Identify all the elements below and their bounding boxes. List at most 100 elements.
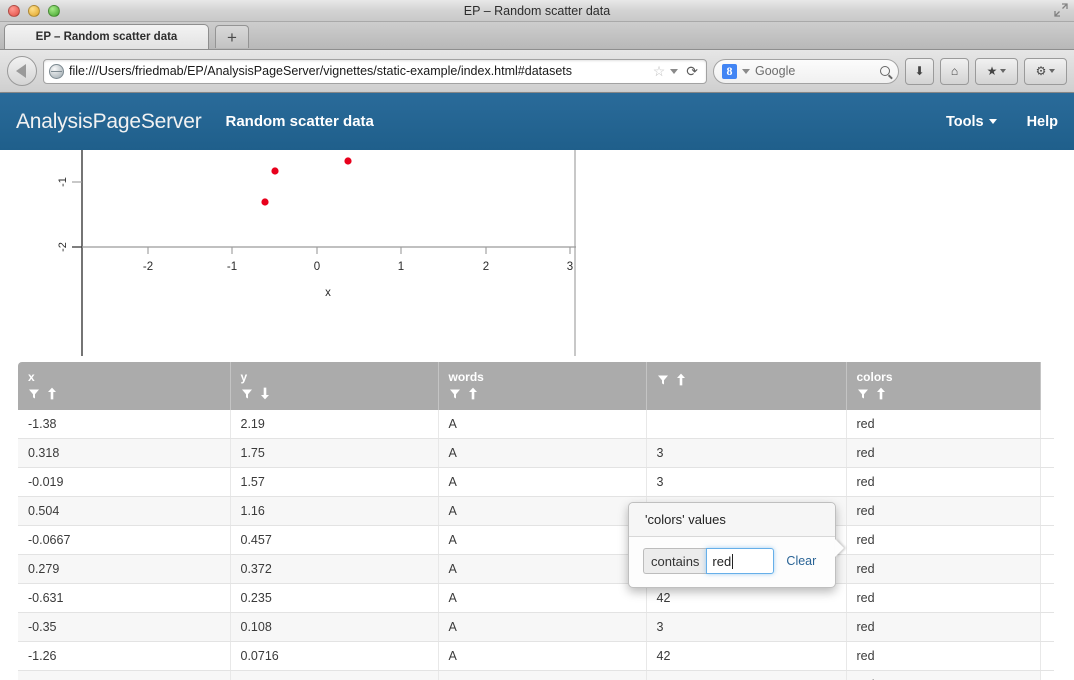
column-header-icons — [449, 387, 636, 400]
table-row[interactable]: -0.11 -0.0291 A 42 red — [18, 670, 1054, 680]
browser-tab[interactable]: EP – Random scatter data — [4, 24, 209, 49]
x-tick-label: 2 — [483, 261, 489, 273]
sort-asc-icon[interactable] — [47, 387, 57, 400]
bookmark-star-icon[interactable]: ☆ — [652, 62, 666, 79]
filter-icon[interactable] — [657, 374, 669, 386]
cell-numbers: 3 — [646, 467, 847, 497]
close-window-button[interactable] — [8, 4, 20, 17]
filter-icon[interactable] — [28, 388, 40, 400]
column-header-numbers[interactable] — [646, 362, 847, 410]
column-header-y[interactable]: y — [230, 362, 439, 410]
x-axis-label: x — [325, 287, 331, 299]
cell-numbers: 42 — [646, 670, 847, 680]
sort-asc-icon[interactable] — [676, 373, 686, 386]
cell-y: 0.457 — [230, 525, 439, 555]
table-corner-spacer — [1040, 362, 1054, 410]
cell-y: 0.372 — [230, 554, 439, 584]
chevron-down-icon[interactable] — [670, 68, 679, 74]
table-row[interactable]: 0.279 0.372 A 3 red — [18, 554, 1054, 584]
search-input[interactable]: Google — [755, 64, 796, 78]
cell-x: -0.631 — [18, 583, 231, 613]
minimize-window-button[interactable] — [28, 4, 40, 17]
page-title: Random scatter data — [225, 113, 374, 130]
filter-icon[interactable] — [449, 388, 461, 400]
column-filter-popover: 'colors' values contains red Clear — [628, 502, 844, 588]
cell-spacer — [1040, 554, 1054, 584]
cell-y: 1.16 — [230, 496, 439, 526]
search-box[interactable]: 8 Google — [713, 58, 899, 84]
column-header-words[interactable]: words — [438, 362, 647, 410]
sort-asc-icon[interactable] — [468, 387, 478, 400]
filter-popover-title: 'colors' values — [629, 503, 835, 537]
app-navbar: AnalysisPageServer Random scatter data T… — [0, 93, 1074, 150]
column-header-x[interactable]: x — [18, 362, 231, 410]
scatter-point — [261, 198, 269, 206]
home-button[interactable]: ⌂ — [940, 57, 969, 85]
downloads-button[interactable]: ⬇ — [905, 57, 934, 85]
table-row[interactable]: -0.631 0.235 A 42 red — [18, 583, 1054, 613]
tools-menu[interactable]: Tools — [946, 114, 997, 130]
chevron-down-icon — [1000, 69, 1007, 73]
cell-words: A — [438, 583, 647, 613]
sort-asc-icon[interactable] — [876, 387, 886, 400]
filter-value-input[interactable]: red — [706, 548, 775, 574]
cell-x: -1.26 — [18, 641, 231, 671]
x-tick-label: 3 — [567, 261, 573, 273]
column-label: words — [448, 370, 484, 384]
cell-colors: red — [846, 438, 1041, 468]
column-header-colors[interactable]: colors — [846, 362, 1041, 410]
tools-menu-label: Tools — [945, 113, 984, 130]
app-brand[interactable]: AnalysisPageServer — [16, 109, 202, 133]
help-link[interactable]: Help — [1027, 114, 1058, 130]
cell-y: 0.0716 — [230, 641, 439, 671]
fullscreen-icon[interactable] — [1054, 3, 1068, 17]
sort-desc-icon[interactable] — [260, 387, 270, 400]
x-tick-label: 1 — [398, 261, 404, 273]
cell-x: -0.0667 — [18, 525, 231, 555]
addons-button[interactable]: ⚙ — [1024, 57, 1067, 85]
cell-words: A — [438, 554, 647, 584]
column-label: x — [28, 370, 35, 384]
help-link-label: Help — [1026, 113, 1058, 130]
table-row[interactable]: -1.38 2.19 A red — [18, 410, 1054, 439]
filter-icon[interactable] — [241, 388, 253, 400]
y-tick-label: -2 — [57, 242, 69, 252]
new-tab-button[interactable]: + — [215, 25, 249, 48]
bookmarks-button[interactable]: ★ — [975, 57, 1018, 85]
clear-filter-link[interactable]: Clear — [786, 554, 817, 568]
data-table-container[interactable]: x y — [18, 362, 1054, 680]
cell-x: 0.279 — [18, 554, 231, 584]
table-row[interactable]: -0.019 1.57 A 3 red — [18, 467, 1054, 497]
chevron-down-icon — [1049, 69, 1056, 73]
cell-colors: red — [846, 670, 1041, 680]
search-icon[interactable] — [880, 66, 890, 76]
x-tick-label: -1 — [227, 261, 237, 273]
zoom-window-button[interactable] — [48, 4, 60, 17]
column-header-icons — [28, 387, 220, 400]
table-row[interactable]: 0.504 1.16 A 3 red — [18, 496, 1054, 526]
column-label: colors — [856, 370, 893, 384]
table-row[interactable]: 0.318 1.75 A 3 red — [18, 438, 1054, 468]
scatter-points — [261, 157, 352, 206]
cell-spacer — [1040, 496, 1054, 526]
browser-navigation-toolbar: file:///Users/friedmab/EP/AnalysisPageSe… — [0, 50, 1074, 93]
filter-icon[interactable] — [857, 388, 869, 400]
search-engine-chevron-icon[interactable] — [742, 68, 750, 74]
cell-words: A — [438, 410, 647, 439]
table-row[interactable]: -0.0667 0.457 A 3 red — [18, 525, 1054, 555]
column-header-icons — [857, 387, 1030, 400]
back-button[interactable] — [7, 56, 37, 86]
scatter-plot[interactable]: -1 -2 -2 -1 0 1 2 3 x — [0, 150, 1074, 356]
column-header-icons — [241, 387, 428, 400]
table-row[interactable]: -1.26 0.0716 A 42 red — [18, 641, 1054, 671]
table-row[interactable]: -0.35 0.108 A 3 red — [18, 612, 1054, 642]
cell-numbers — [646, 410, 847, 439]
x-tick-label: 0 — [314, 261, 320, 273]
cell-words: A — [438, 612, 647, 642]
cell-words: A — [438, 467, 647, 497]
cell-spacer — [1040, 467, 1054, 497]
reload-icon[interactable]: ⟳ — [686, 62, 698, 79]
address-bar-url: file:///Users/friedmab/EP/AnalysisPageSe… — [69, 64, 573, 78]
address-bar[interactable]: file:///Users/friedmab/EP/AnalysisPageSe… — [43, 58, 707, 84]
x-tick-label: -2 — [143, 261, 153, 273]
